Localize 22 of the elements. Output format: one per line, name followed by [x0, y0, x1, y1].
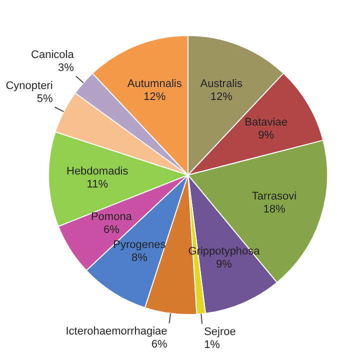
data-label: 3%: [58, 62, 74, 74]
data-label: 6%: [151, 338, 168, 350]
data-label: 9%: [258, 129, 274, 142]
slice-label: Sejroe: [204, 326, 236, 338]
data-label: 18%: [263, 204, 286, 216]
data-label: 8%: [131, 252, 148, 264]
data-label: 11%: [86, 178, 108, 190]
slice-label: Bataviae: [244, 116, 288, 128]
data-label: 5%: [36, 93, 54, 106]
slice-label: Hebdomadis: [66, 165, 129, 178]
slice-label: Pomona: [90, 211, 133, 224]
slice-label: Canicola: [31, 49, 75, 62]
slice-label: Icterohaemorrhagiae: [66, 325, 168, 338]
slice-label: Autumnalis: [127, 78, 182, 90]
slice-label: Australis: [200, 78, 243, 90]
data-label: 1%: [204, 338, 220, 351]
data-label: 9%: [216, 258, 232, 271]
slice-label: Tarrasovi: [252, 190, 297, 203]
slice-label: Cynopteri: [6, 80, 53, 92]
data-label: 6%: [103, 224, 120, 236]
data-label: 12%: [144, 91, 166, 104]
data-label: 12%: [210, 91, 233, 104]
